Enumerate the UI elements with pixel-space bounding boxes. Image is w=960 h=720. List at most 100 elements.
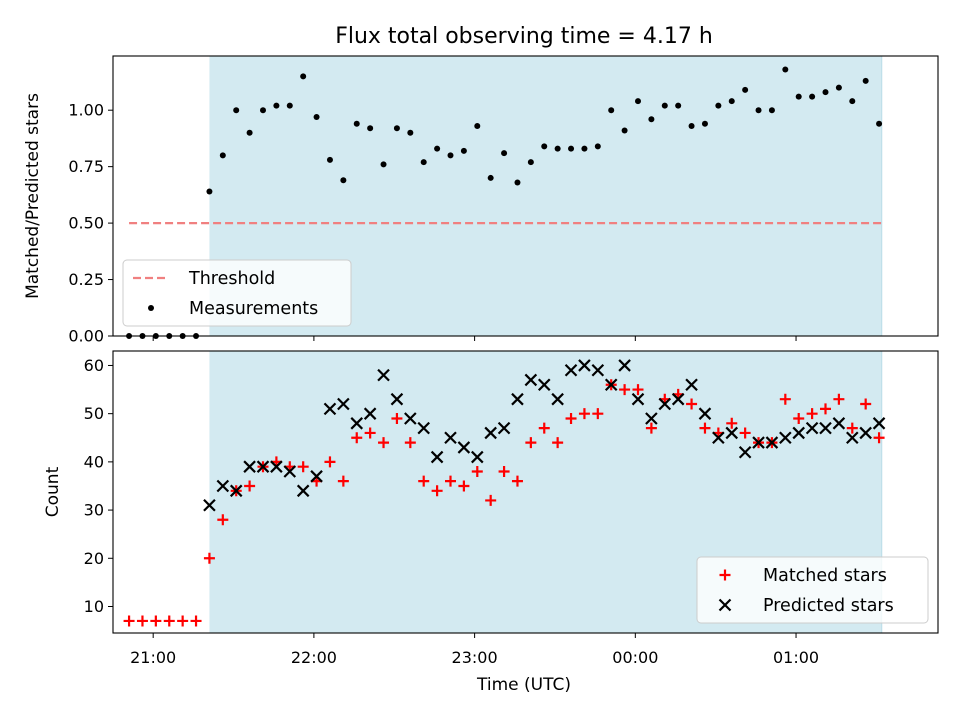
predicted-stars-point bbox=[310, 470, 323, 483]
predicted-stars-point bbox=[283, 465, 297, 478]
legend-label: Predicted stars bbox=[763, 596, 894, 616]
y-tick-label: 0.00 bbox=[68, 327, 104, 346]
measurement-point bbox=[822, 89, 829, 96]
predicted-stars-point bbox=[444, 431, 457, 445]
predicted-stars-point bbox=[712, 431, 725, 445]
measurement-point bbox=[701, 120, 708, 127]
measurement-point bbox=[568, 145, 575, 152]
matched-stars-point bbox=[351, 432, 363, 444]
measurement-point bbox=[246, 129, 253, 136]
predicted-stars-point bbox=[471, 450, 484, 464]
legend-label: Matched stars bbox=[763, 566, 887, 586]
matched-stars-point bbox=[471, 466, 483, 478]
y-tick-label: 0.75 bbox=[68, 157, 104, 176]
matched-stars-point bbox=[645, 422, 657, 434]
legend-matched-swatch bbox=[719, 569, 731, 581]
predicted-stars-point bbox=[604, 378, 618, 392]
matched-stars-point bbox=[431, 485, 443, 497]
measurement-point bbox=[407, 129, 414, 136]
measurement-point bbox=[300, 73, 307, 80]
predicted-stars-point bbox=[404, 412, 417, 425]
measurement-point bbox=[353, 120, 360, 127]
ratio-y-axis-label: Matched/Predicted stars bbox=[23, 93, 43, 299]
measurement-point bbox=[809, 93, 816, 100]
measurement-point bbox=[621, 127, 628, 134]
measurement-point bbox=[501, 150, 508, 157]
matched-stars-point bbox=[136, 615, 148, 627]
measurement-point bbox=[795, 93, 802, 100]
ratio-plot-axes: 0.00 0.25 0.50 0.75 1.00 Matched/Predicted s… bbox=[23, 55, 939, 346]
predicted-stars-point bbox=[645, 412, 658, 425]
predicted-stars-point bbox=[377, 368, 390, 382]
measurement-point bbox=[688, 123, 695, 129]
predicted-stars-point bbox=[779, 431, 792, 445]
predicted-stars-point bbox=[846, 431, 859, 445]
matched-stars-point bbox=[324, 456, 336, 468]
matched-stars-point bbox=[498, 466, 510, 478]
predicted-stars-point bbox=[859, 426, 872, 440]
ratio-y-ticks: 0.00 0.25 0.50 0.75 1.00 bbox=[68, 101, 113, 346]
matched-stars-point bbox=[150, 615, 162, 627]
predicted-stars-point bbox=[805, 421, 819, 435]
measurement-point bbox=[661, 102, 668, 109]
matched-stars-point bbox=[552, 437, 564, 449]
predicted-stars-point bbox=[685, 378, 698, 392]
measurement-point bbox=[675, 102, 682, 109]
measurement-point bbox=[594, 143, 601, 150]
matched-stars-point bbox=[163, 615, 175, 627]
measurement-point bbox=[260, 107, 266, 114]
predicted-stars-point bbox=[350, 417, 364, 430]
matched-stars-point bbox=[217, 514, 229, 526]
x-tick-label: 21:00 bbox=[130, 648, 176, 667]
measurement-point bbox=[447, 152, 454, 159]
measurement-point bbox=[460, 147, 467, 154]
measurement-point bbox=[474, 123, 481, 129]
y-tick-label: 0.50 bbox=[68, 214, 104, 233]
matched-stars-point bbox=[177, 615, 189, 627]
matched-stars-point bbox=[485, 494, 497, 506]
predicted-stars-point bbox=[256, 460, 270, 473]
predicted-stars-point bbox=[216, 479, 230, 493]
matched-stars-point bbox=[739, 427, 751, 439]
predicted-stars-point bbox=[671, 392, 685, 406]
legend-box bbox=[122, 259, 352, 327]
y-tick-label: 1.00 bbox=[68, 101, 104, 120]
measurement-point bbox=[434, 145, 441, 152]
predicted-stars-point bbox=[270, 460, 283, 473]
predicted-stars-point bbox=[618, 359, 631, 372]
matched-stars-point bbox=[378, 437, 390, 449]
measurement-point bbox=[849, 98, 856, 105]
predicted-stars-point bbox=[738, 445, 752, 459]
matched-stars-point bbox=[244, 480, 256, 492]
matched-stars-point bbox=[846, 422, 858, 434]
y-tick-label: 30 bbox=[84, 501, 104, 520]
measurement-point bbox=[206, 188, 213, 195]
matched-stars-point bbox=[538, 422, 550, 434]
predicted-stars-point bbox=[524, 373, 538, 387]
measurement-point bbox=[554, 145, 561, 152]
predicted-stars-point bbox=[551, 392, 564, 406]
y-tick-label: 60 bbox=[84, 356, 104, 375]
measurement-point bbox=[393, 125, 400, 132]
legend-box bbox=[696, 556, 929, 624]
matched-stars-point bbox=[391, 412, 403, 424]
ratio-legend: Threshold Measurements bbox=[122, 259, 352, 327]
matched-stars-point bbox=[686, 398, 698, 410]
ratio-plot-marks bbox=[126, 56, 883, 339]
measurement-point bbox=[420, 159, 427, 166]
matched-stars-point bbox=[337, 475, 349, 487]
predicted-stars-point bbox=[658, 397, 672, 411]
count-plot-axes: 10 20 30 40 50 60 21:00 22:00 23:00 00:00 01:00 C… bbox=[43, 350, 939, 667]
measurement-point bbox=[728, 98, 735, 105]
predicted-stars-point bbox=[832, 417, 846, 430]
measurement-point bbox=[768, 107, 775, 114]
measurement-point bbox=[367, 125, 374, 132]
measurement-point bbox=[273, 102, 280, 109]
measurement-point bbox=[755, 107, 762, 114]
y-tick-label: 20 bbox=[84, 549, 104, 568]
measurement-point bbox=[862, 77, 869, 84]
count-y-ticks: 10 20 30 40 50 60 bbox=[84, 356, 113, 616]
measurement-point bbox=[233, 107, 240, 114]
chart-title: Flux total observing time = 4.17 h bbox=[335, 24, 713, 49]
